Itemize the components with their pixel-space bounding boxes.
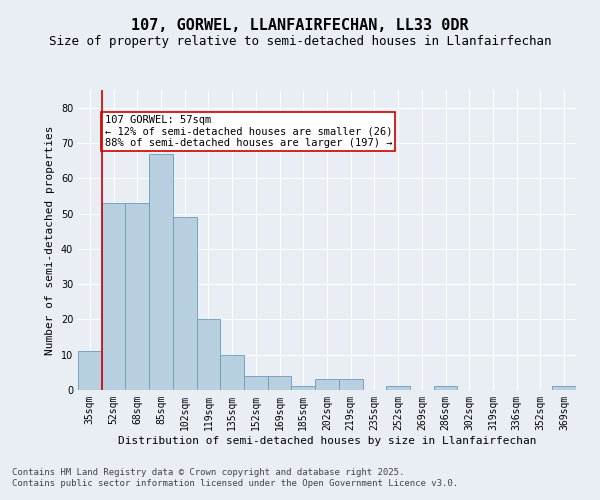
- Bar: [149, 154, 173, 390]
- Bar: [339, 380, 362, 390]
- X-axis label: Distribution of semi-detached houses by size in Llanfairfechan: Distribution of semi-detached houses by …: [118, 436, 536, 446]
- Bar: [197, 320, 220, 390]
- Bar: [268, 376, 292, 390]
- Bar: [125, 203, 149, 390]
- Text: Contains HM Land Registry data © Crown copyright and database right 2025.
Contai: Contains HM Land Registry data © Crown c…: [12, 468, 458, 487]
- Text: Size of property relative to semi-detached houses in Llanfairfechan: Size of property relative to semi-detach…: [49, 35, 551, 48]
- Text: 107, GORWEL, LLANFAIRFECHAN, LL33 0DR: 107, GORWEL, LLANFAIRFECHAN, LL33 0DR: [131, 18, 469, 32]
- Bar: [386, 386, 410, 390]
- Bar: [173, 217, 197, 390]
- Bar: [315, 380, 339, 390]
- Bar: [434, 386, 457, 390]
- Text: 107 GORWEL: 57sqm
← 12% of semi-detached houses are smaller (26)
88% of semi-det: 107 GORWEL: 57sqm ← 12% of semi-detached…: [104, 114, 392, 148]
- Bar: [244, 376, 268, 390]
- Bar: [292, 386, 315, 390]
- Bar: [220, 354, 244, 390]
- Bar: [552, 386, 576, 390]
- Bar: [102, 203, 125, 390]
- Bar: [78, 351, 102, 390]
- Y-axis label: Number of semi-detached properties: Number of semi-detached properties: [45, 125, 55, 355]
